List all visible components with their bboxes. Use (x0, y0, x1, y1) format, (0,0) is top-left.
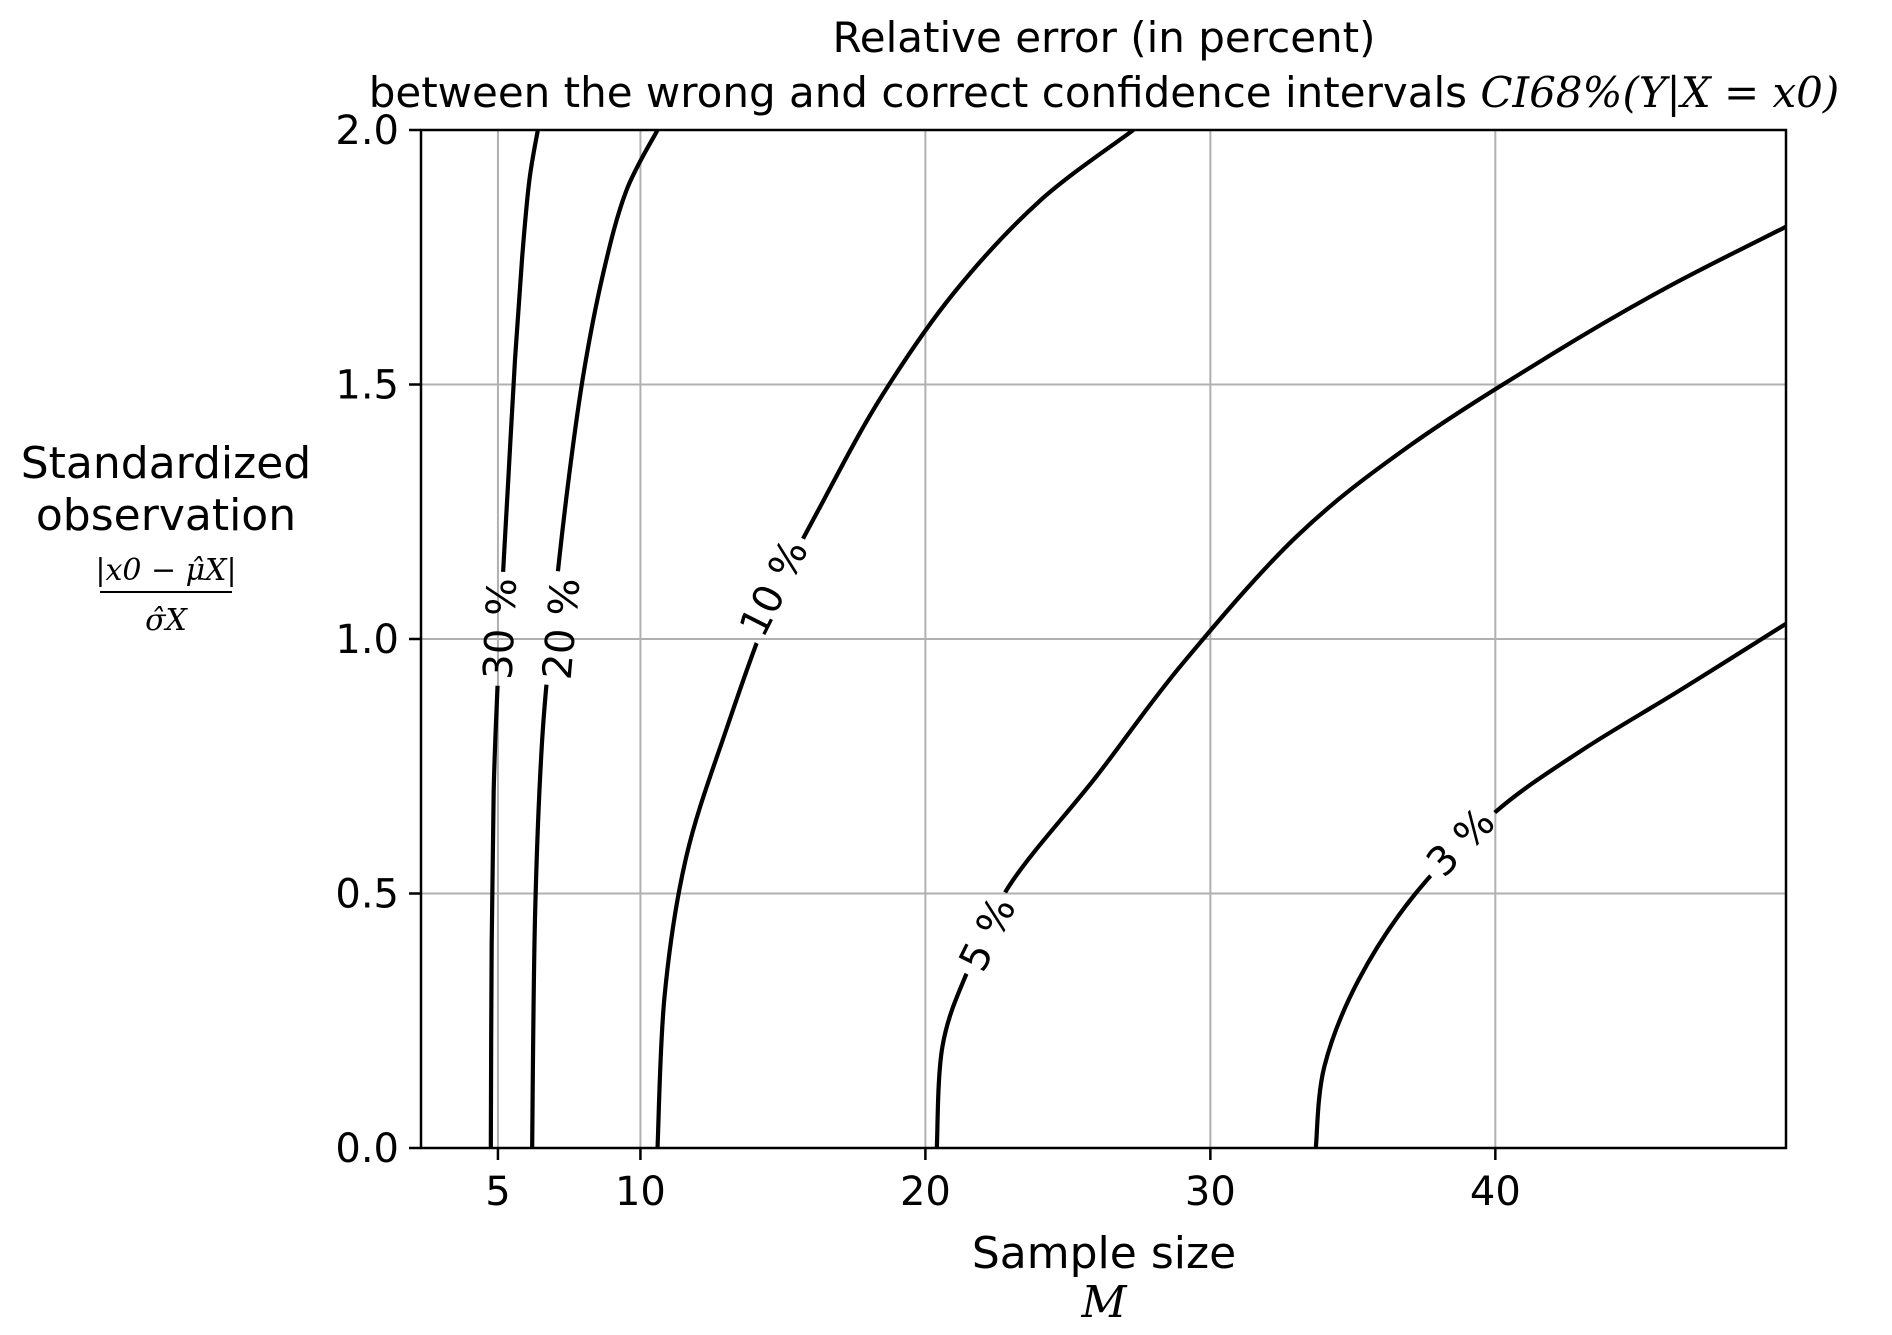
contour-line (655, 130, 1135, 1148)
contour-lines (488, 130, 1786, 1148)
contour-label: 20 % (535, 576, 590, 681)
chart-title-math: CI68%(Y|X = x0) (1480, 68, 1839, 117)
y-tick-label: 2.0 (335, 108, 399, 154)
chart-title-line1: Relative error (in percent) (832, 13, 1375, 62)
x-tick-label: 20 (900, 1169, 951, 1215)
axis-ticks: 5 10 20 30 40 0.0 0.5 1.0 1.5 2.0 (335, 108, 1520, 1215)
y-axis-label-line2: observation (36, 490, 296, 541)
contour-labels: 30 % 20 % 10 %5 %3 % (476, 532, 1505, 978)
y-axis-fraction-denominator: σ̂X (145, 603, 188, 638)
contour-label: 30 % (476, 577, 527, 681)
grid (421, 129, 1786, 1149)
y-tick-label: 0.0 (335, 1126, 399, 1172)
x-tick-label: 5 (485, 1169, 510, 1215)
contour-label: 10 % (731, 532, 818, 643)
x-tick-label: 30 (1185, 1169, 1236, 1215)
chart-title-line2: between the wrong and correct confidence… (369, 68, 1840, 117)
contour-line (530, 130, 660, 1148)
contour-line (1313, 621, 1786, 1148)
x-axis-label: Sample size (972, 1228, 1236, 1279)
y-axis-label-line1: Standardized (21, 438, 312, 489)
contour-label: 5 % (951, 890, 1026, 979)
y-tick-label: 0.5 (335, 872, 399, 918)
contour-line (934, 224, 1786, 1148)
y-tick-label: 1.5 (335, 363, 399, 409)
x-tick-label: 10 (615, 1169, 666, 1215)
y-axis-fraction-numerator: |x0 − μ̂X| (95, 553, 236, 588)
contour-line (488, 130, 540, 1148)
y-tick-label: 1.0 (335, 617, 399, 663)
x-axis-variable: M (1080, 1277, 1127, 1328)
chart-title-line2-text: between the wrong and correct confidence… (369, 68, 1481, 117)
x-tick-label: 40 (1470, 1169, 1521, 1215)
